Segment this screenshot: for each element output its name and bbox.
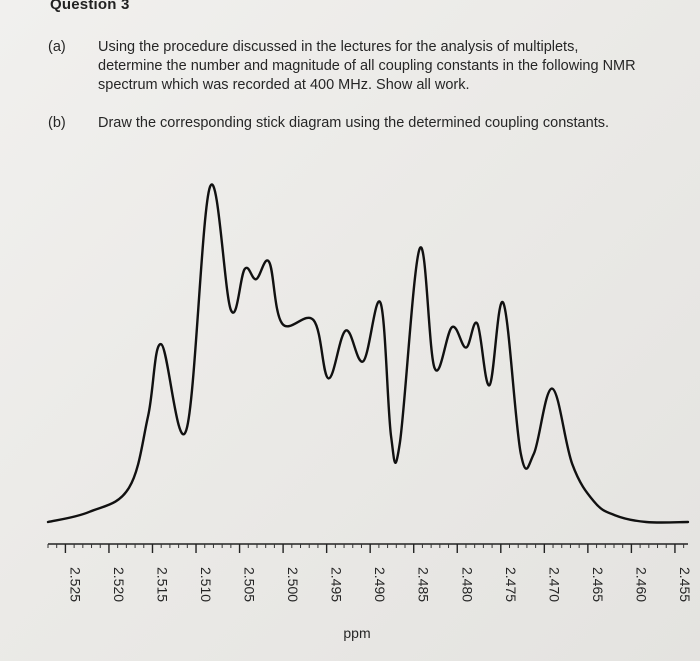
part-a-line-3: spectrum which was recorded at 400 MHz. … xyxy=(98,77,470,93)
x-axis-title: ppm xyxy=(343,625,370,641)
tick-label: 2.515 xyxy=(154,567,170,602)
question-title: Question 3 xyxy=(50,0,130,13)
part-b-text: Draw the corresponding stick diagram usi… xyxy=(98,114,678,133)
part-b-line-1: Draw the corresponding stick diagram usi… xyxy=(98,115,609,131)
tick-label: 2.525 xyxy=(67,567,83,602)
tick-label: 2.520 xyxy=(111,567,127,602)
x-axis-tick-labels: 2.525 2.520 2.515 2.510 2.505 2.500 2.495 2.490… xyxy=(67,567,693,602)
tick-label: 2.470 xyxy=(546,567,562,602)
tick-label: 2.510 xyxy=(198,567,214,602)
tick-label: 2.455 xyxy=(677,567,693,602)
part-a-line-1: Using the procedure discussed in the lec… xyxy=(98,39,579,55)
tick-label: 2.505 xyxy=(242,567,258,602)
tick-label: 2.480 xyxy=(459,567,475,602)
x-axis-ticks xyxy=(47,544,685,553)
tick-label: 2.490 xyxy=(372,567,388,602)
tick-label: 2.475 xyxy=(503,567,519,602)
part-a-text: Using the procedure discussed in the lec… xyxy=(98,38,678,95)
tick-label: 2.485 xyxy=(416,567,432,602)
tick-label: 2.500 xyxy=(285,567,301,602)
tick-label: 2.495 xyxy=(329,567,345,602)
part-a-label: (a) xyxy=(48,39,66,55)
tick-label: 2.465 xyxy=(590,567,606,602)
part-b-label: (b) xyxy=(48,115,66,131)
part-a-line-2: determine the number and magnitude of al… xyxy=(98,58,636,74)
tick-label: 2.460 xyxy=(633,567,649,602)
spectrum-line xyxy=(46,183,690,524)
